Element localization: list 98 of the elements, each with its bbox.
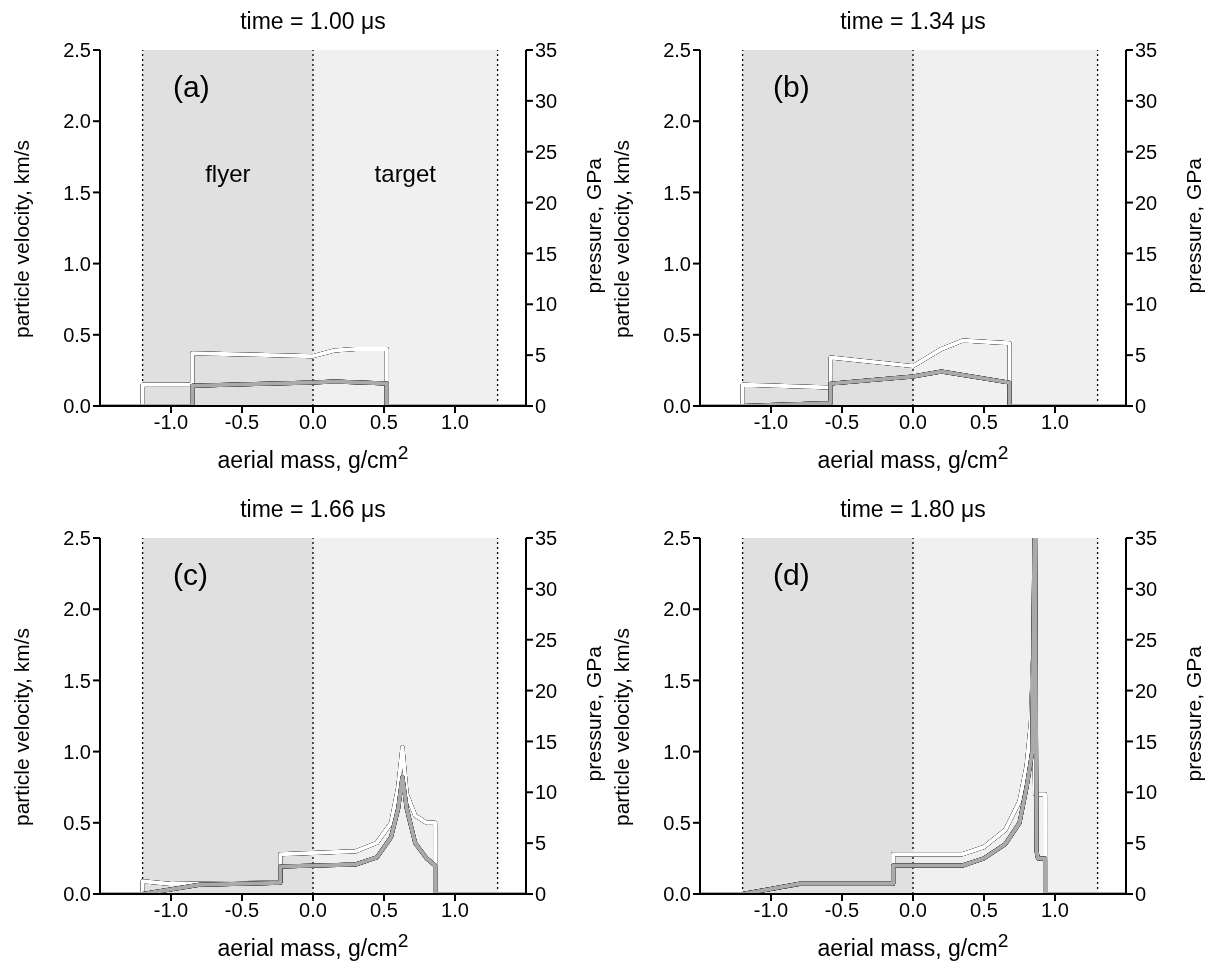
- y2-tick-label: 0: [1135, 883, 1147, 906]
- y2-tick-label: 20: [535, 679, 558, 702]
- y2-tick-label: 30: [535, 577, 558, 600]
- x-tick-label: 1.0: [1041, 899, 1069, 922]
- band-label: target: [374, 160, 437, 188]
- y2-tick-label: 35: [1135, 39, 1158, 62]
- x-tick-label: 1.0: [1041, 411, 1069, 434]
- y2-tick-label: 5: [535, 832, 547, 855]
- y-tick-label: 0.0: [63, 883, 91, 906]
- y-tick-label: 1.0: [63, 740, 91, 763]
- y-tick-label: 1.5: [663, 669, 691, 692]
- x-tick-label: 0.5: [970, 411, 998, 434]
- y2-tick-label: 15: [535, 730, 558, 753]
- y-tick-label: 2.0: [63, 110, 91, 133]
- y-tick-label: 0.0: [663, 395, 691, 418]
- y2-tick-label: 35: [535, 39, 558, 62]
- y2-tick-label: 5: [535, 344, 547, 367]
- x-tick-label: 1.0: [441, 899, 469, 922]
- y-tick-label: 0.5: [63, 323, 91, 346]
- y2-tick-label: 25: [1135, 628, 1158, 651]
- y-tick-label: 2.5: [63, 527, 91, 550]
- y-tick-label: 0.0: [663, 883, 691, 906]
- y2-tick-label: 0: [1135, 395, 1147, 418]
- x-tick-label: -1.0: [753, 411, 789, 434]
- y2-tick-label: 10: [535, 781, 558, 804]
- x-axis-title: aerial mass, g/cm$^{2}$: [816, 442, 1010, 475]
- y2-tick-label: 5: [1135, 832, 1147, 855]
- y-tick-label: 0.0: [63, 395, 91, 418]
- y-axis-title: particle velocity, km/s: [10, 628, 34, 826]
- y2-tick-label: 35: [535, 527, 558, 550]
- y2-tick-label: 0: [535, 395, 547, 418]
- x-tick-label: 0.5: [370, 411, 398, 434]
- annotation: (a): [173, 70, 210, 104]
- y-axis-title: particle velocity, km/s: [10, 140, 34, 338]
- y2-tick-label: 20: [1135, 679, 1158, 702]
- y-tick-label: 2.5: [663, 39, 691, 62]
- chart-title: time = 1.34 μs: [840, 8, 986, 34]
- y2-tick-label: 15: [535, 242, 558, 265]
- y2-axis-title: pressure, GPa: [1182, 645, 1206, 782]
- y-tick-label: 1.5: [663, 181, 691, 204]
- x-axis-title: aerial mass, g/cm$^{2}$: [216, 442, 410, 475]
- x-axis-title: aerial mass, g/cm$^{2}$: [816, 930, 1010, 963]
- y-tick-label: 1.5: [63, 669, 91, 692]
- y2-tick-label: 30: [1135, 577, 1158, 600]
- chart-title: time = 1.66 μs: [240, 496, 386, 522]
- x-axis-title: aerial mass, g/cm$^{2}$: [216, 930, 410, 963]
- annotation: (b): [773, 70, 810, 104]
- band-label: flyer: [205, 160, 251, 188]
- annotation: (d): [773, 558, 810, 592]
- y-tick-label: 1.0: [63, 252, 91, 275]
- y-tick-label: 0.5: [663, 811, 691, 834]
- y2-tick-label: 10: [1135, 781, 1158, 804]
- y2-axis-title: pressure, GPa: [1182, 157, 1206, 294]
- y-tick-label: 2.5: [663, 527, 691, 550]
- y-axis-title: particle velocity, km/s: [610, 140, 634, 338]
- y-axis-title: particle velocity, km/s: [610, 628, 634, 826]
- x-tick-label: -0.5: [824, 411, 860, 434]
- y-tick-label: 1.5: [63, 181, 91, 204]
- x-tick-label: 0.0: [299, 411, 327, 434]
- y-tick-label: 0.5: [663, 323, 691, 346]
- y2-tick-label: 25: [535, 140, 558, 163]
- x-tick-label: -0.5: [224, 899, 260, 922]
- x-tick-label: 0.5: [970, 899, 998, 922]
- chart-title: time = 1.80 μs: [840, 496, 986, 522]
- x-tick-label: 0.0: [899, 411, 927, 434]
- y2-tick-label: 0: [535, 883, 547, 906]
- x-tick-label: -0.5: [824, 899, 860, 922]
- y2-tick-label: 20: [1135, 191, 1158, 214]
- y-tick-label: 2.0: [663, 110, 691, 133]
- y-tick-label: 0.5: [63, 811, 91, 834]
- x-tick-label: -1.0: [753, 899, 789, 922]
- y2-tick-label: 5: [1135, 344, 1147, 367]
- y2-tick-label: 20: [535, 191, 558, 214]
- x-tick-label: -0.5: [224, 411, 260, 434]
- x-tick-label: 0.0: [299, 899, 327, 922]
- annotation: (c): [173, 558, 208, 592]
- x-tick-label: 1.0: [441, 411, 469, 434]
- y2-axis-title: pressure, GPa: [582, 645, 606, 782]
- y2-tick-label: 35: [1135, 527, 1158, 550]
- y-tick-label: 2.0: [63, 598, 91, 621]
- y2-axis-title: pressure, GPa: [582, 157, 606, 294]
- y2-tick-label: 25: [535, 628, 558, 651]
- x-tick-label: -1.0: [153, 411, 189, 434]
- x-tick-label: 0.0: [899, 899, 927, 922]
- y2-tick-label: 30: [535, 89, 558, 112]
- y2-tick-label: 15: [1135, 730, 1158, 753]
- y2-tick-label: 10: [535, 293, 558, 316]
- y2-tick-label: 25: [1135, 140, 1158, 163]
- chart-title: time = 1.00 μs: [240, 8, 386, 34]
- y-tick-label: 2.0: [663, 598, 691, 621]
- y-tick-label: 1.0: [663, 252, 691, 275]
- y-tick-label: 2.5: [63, 39, 91, 62]
- y-tick-label: 1.0: [663, 740, 691, 763]
- x-tick-label: 0.5: [370, 899, 398, 922]
- y2-tick-label: 15: [1135, 242, 1158, 265]
- y2-tick-label: 10: [1135, 293, 1158, 316]
- x-tick-label: -1.0: [153, 899, 189, 922]
- y2-tick-label: 30: [1135, 89, 1158, 112]
